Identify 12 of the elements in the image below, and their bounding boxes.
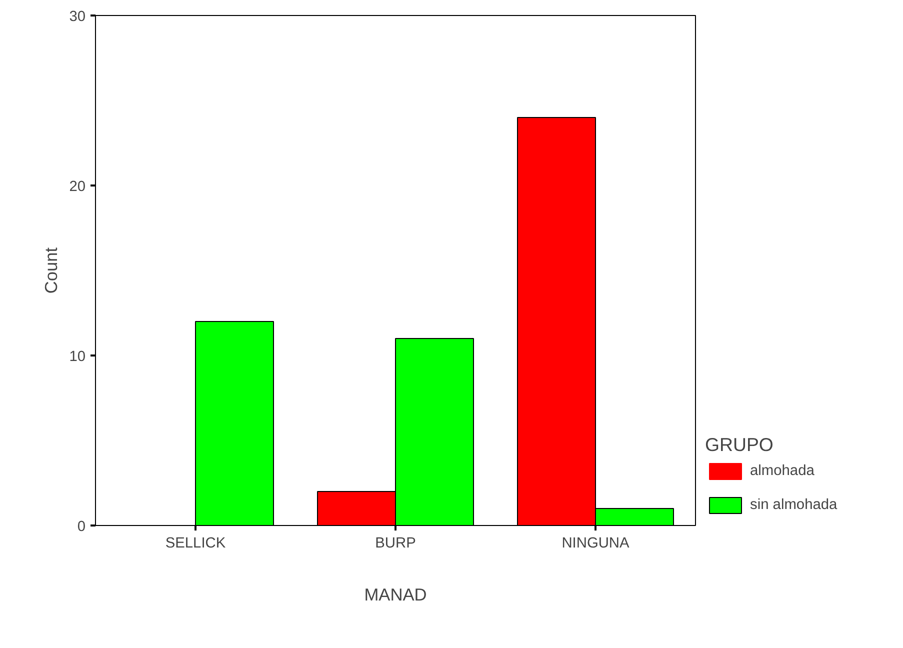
x-tick-label: SELLICK [165,536,226,552]
x-tick-label: NINGUNA [562,536,630,552]
x-axis-title: MANAD [364,584,427,604]
y-axis-title: Count [41,247,62,294]
y-tick-label: 10 [69,349,86,365]
legend-title: GRUPO [705,434,774,456]
legend-label: almohada [750,463,814,479]
y-tick-label: 20 [69,179,86,195]
x-tick-label: BURP [375,536,416,552]
y-tick-label: 30 [69,9,86,25]
legend-label: sin almohada [750,497,838,513]
y-tick-label: 0 [77,519,86,535]
